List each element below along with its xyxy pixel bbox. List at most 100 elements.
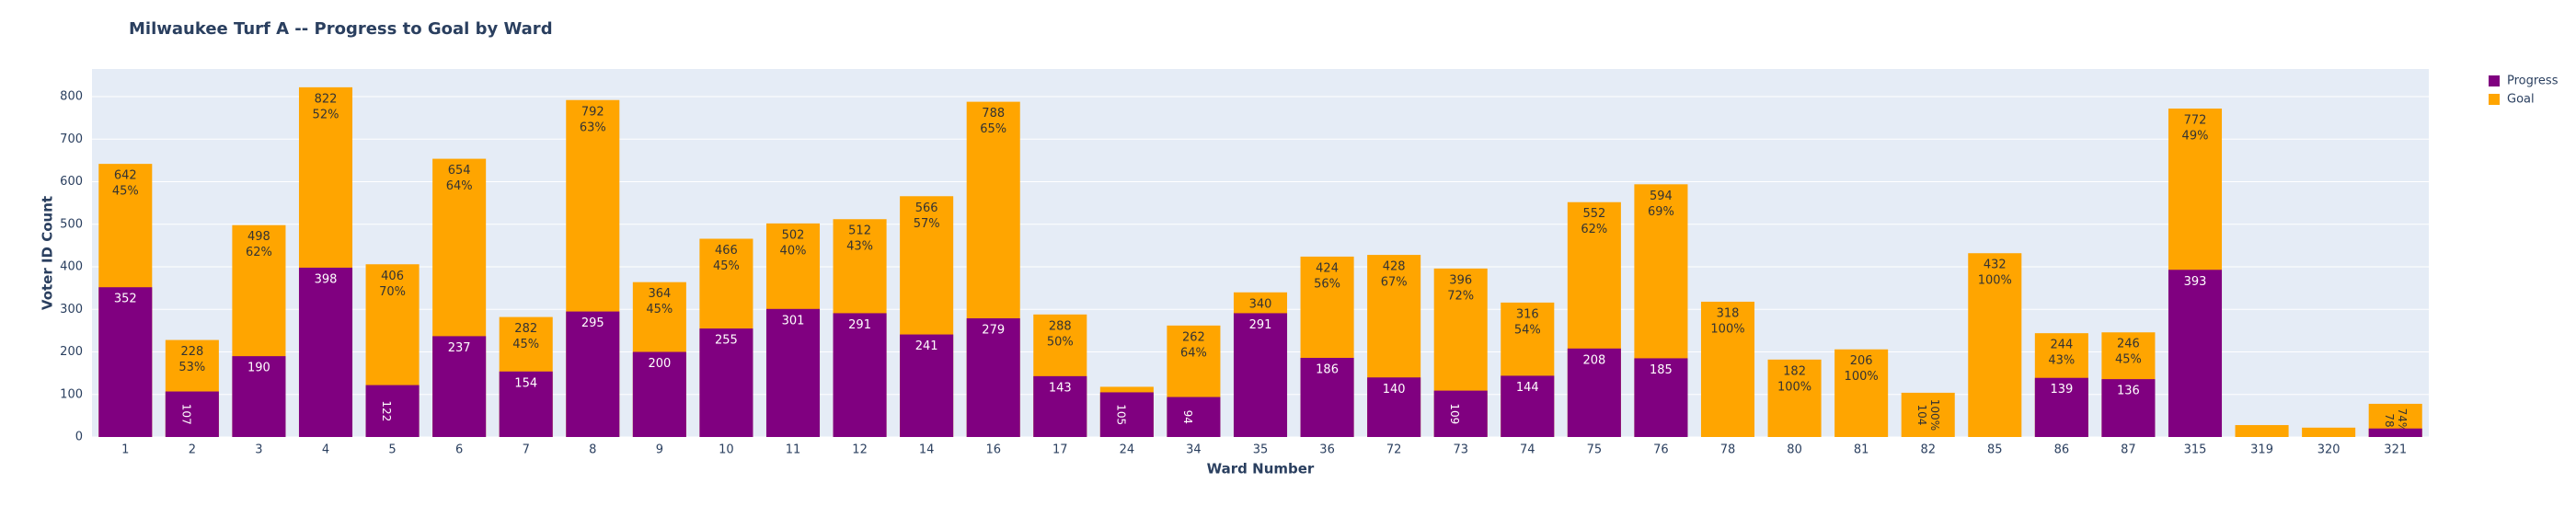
bar-label: 552	[1582, 207, 1605, 221]
percent-label: 64%	[446, 179, 473, 193]
y-tick-label: 200	[60, 345, 83, 359]
x-tick-label: 6	[455, 443, 463, 457]
y-axis-title: Voter ID Count	[40, 196, 56, 310]
x-tick-label: 87	[2121, 443, 2136, 457]
rotated-labels: 105	[1114, 404, 1127, 425]
percent-label: 72%	[1447, 289, 1474, 303]
rotated-labels: 78 74%	[2383, 408, 2409, 433]
x-tick-label: 320	[2317, 443, 2340, 457]
bar-label: 291	[1249, 318, 1272, 332]
percent-label: 64%	[1180, 346, 1207, 360]
bar	[499, 371, 553, 437]
bar-label: 396	[1449, 273, 1472, 287]
bar-label: 279	[982, 323, 1005, 337]
percent-label: 70%	[379, 285, 406, 299]
percent-label: 56%	[1314, 277, 1340, 291]
percent-label: 65%	[980, 122, 1006, 136]
bar-label: 94	[1181, 410, 1194, 424]
bar-label: 208	[1582, 353, 1605, 367]
x-tick-label: 12	[852, 443, 868, 457]
x-tick-label: 321	[2384, 443, 2407, 457]
x-tick-label: 85	[1987, 443, 2003, 457]
y-tick-label: 400	[60, 260, 83, 274]
bar	[699, 328, 753, 437]
x-tick-label: 78	[1720, 443, 1736, 457]
bar-label: 78	[2383, 413, 2396, 427]
percent-label: 40%	[780, 244, 807, 258]
bar-label: 316	[1516, 307, 1539, 321]
x-tick-label: 10	[719, 443, 734, 457]
bar	[1834, 349, 1889, 437]
x-axis-title: Ward Number	[1207, 461, 1315, 477]
x-tick-label: 74	[1520, 443, 1535, 457]
bar	[1099, 392, 1154, 437]
percent-label: 43%	[846, 240, 873, 254]
bar-label: 228	[180, 345, 203, 359]
bar-label: 594	[1650, 190, 1673, 203]
bar	[2168, 270, 2223, 437]
bar	[966, 317, 1020, 437]
bar-label: 206	[1850, 354, 1873, 368]
bar-label: 318	[1717, 306, 1740, 320]
bar-label: 143	[1049, 381, 1072, 395]
bar-label: 301	[782, 314, 805, 328]
bar-label: 291	[848, 318, 871, 332]
bar-label: 788	[982, 107, 1005, 121]
bar-label: 109	[1448, 403, 1461, 424]
bar-label: 792	[581, 105, 604, 119]
x-tick-label: 7	[523, 443, 530, 457]
bar-label: 190	[247, 362, 270, 375]
bar-label: 288	[1049, 319, 1072, 333]
y-tick-label: 100	[60, 387, 83, 401]
x-tick-label: 4	[322, 443, 329, 457]
bar-label: 107	[179, 404, 192, 425]
x-tick-label: 8	[589, 443, 596, 457]
x-tick-label: 86	[2054, 443, 2070, 457]
percent-label: 62%	[1581, 223, 1607, 236]
bar-label: 393	[2184, 275, 2207, 289]
bar-label: 105	[1114, 404, 1127, 425]
legend-label: Progress	[2507, 75, 2559, 88]
bar	[298, 267, 353, 437]
x-tick-label: 35	[1253, 443, 1269, 457]
bar	[2034, 377, 2088, 437]
bar-label: 186	[1316, 362, 1339, 376]
bar-label: 182	[1783, 364, 1806, 378]
bar-label: 295	[581, 316, 604, 330]
y-tick-label: 0	[75, 431, 83, 444]
percent-label: 43%	[2048, 354, 2075, 368]
percent-label: 69%	[1648, 205, 1674, 219]
bar	[1700, 301, 1755, 437]
bar-label: 244	[2050, 339, 2073, 352]
bar-label: 185	[1650, 363, 1673, 377]
bar	[365, 385, 420, 437]
percent-label: 100%	[1710, 322, 1744, 336]
bar-label: 432	[1984, 259, 2007, 272]
bar-label: 406	[381, 270, 404, 283]
bar-label: 654	[448, 164, 471, 178]
bar-label: 428	[1383, 260, 1406, 274]
percent-label: 53%	[178, 361, 205, 374]
x-tick-label: 36	[1319, 443, 1335, 457]
x-tick-label: 2	[189, 443, 196, 457]
percent-label: 57%	[914, 217, 940, 231]
x-tick-label: 319	[2250, 443, 2273, 457]
bar	[1968, 253, 2022, 437]
bar	[2235, 425, 2289, 437]
percent-label: 45%	[512, 338, 539, 351]
percent-label: 49%	[2182, 130, 2209, 144]
bar	[1167, 397, 1221, 437]
chart-title: Milwaukee Turf A -- Progress to Goal by …	[129, 19, 553, 39]
y-tick-label: 700	[60, 132, 83, 146]
legend-swatch	[2489, 94, 2500, 105]
percent-label: 45%	[112, 185, 139, 199]
bar-label: 136	[2117, 385, 2140, 398]
y-tick-label: 500	[60, 217, 83, 231]
rotated-labels: 107	[179, 404, 192, 425]
x-tick-label: 24	[1120, 443, 1135, 457]
x-tick-label: 80	[1787, 443, 1802, 457]
bar-label: 466	[715, 244, 738, 258]
bar-label: 364	[648, 287, 671, 301]
bar	[2101, 379, 2156, 437]
rotated-labels: 109	[1448, 403, 1461, 424]
